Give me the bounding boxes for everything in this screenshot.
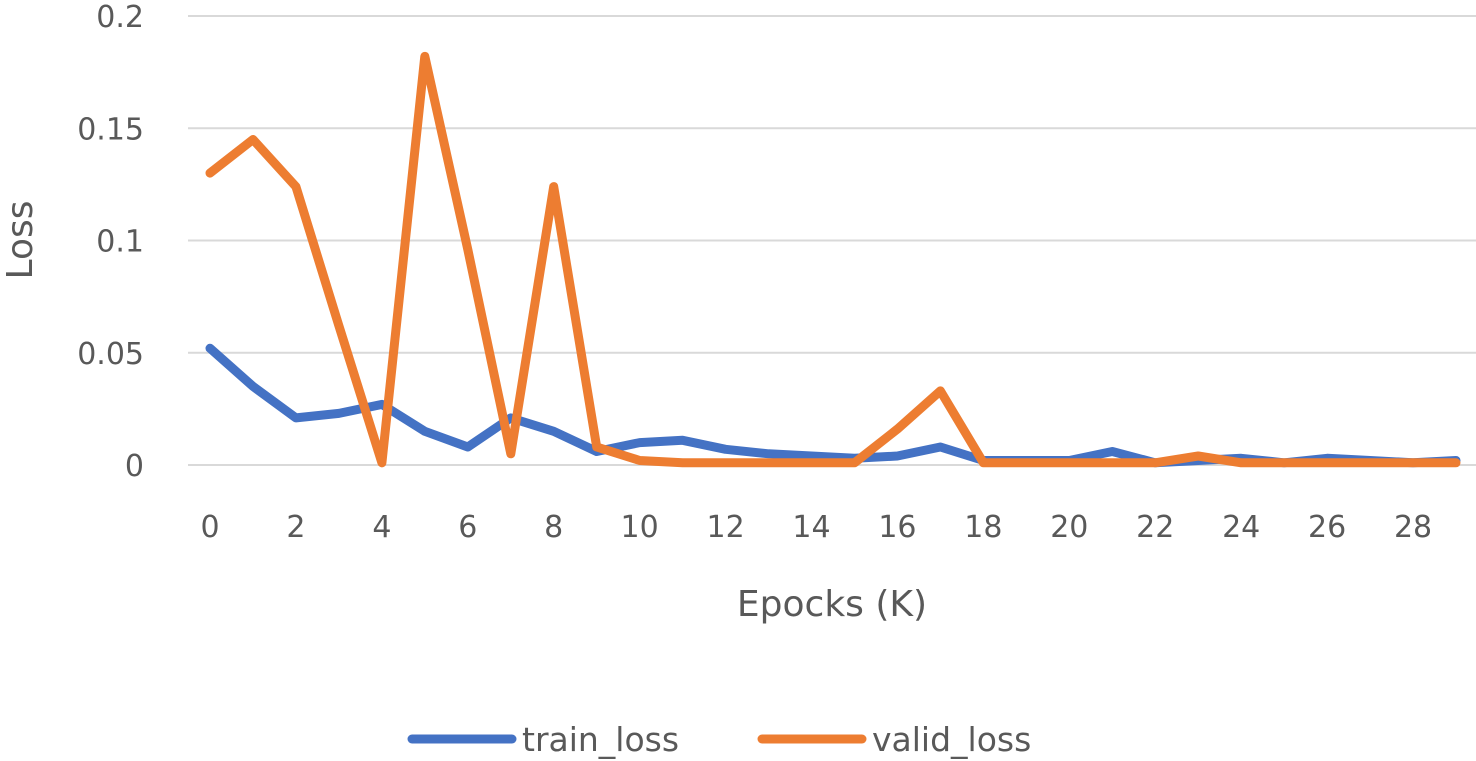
legend: train_loss valid_loss [407, 720, 1031, 759]
series-lines [205, 51, 1461, 468]
y-axis-title: Loss [0, 201, 41, 280]
series-line-valid-loss [205, 51, 1461, 468]
legend-label-valid-loss: valid_loss [872, 720, 1031, 759]
x-tick-label: 6 [458, 510, 477, 545]
x-tick-label: 28 [1394, 510, 1432, 545]
x-tick-label: 2 [286, 510, 305, 545]
x-tick-label: 4 [372, 510, 391, 545]
x-tick-labels: 0 2 4 6 8 10 12 14 16 18 20 22 24 26 28 [200, 510, 1432, 545]
y-tick-label: 0 [125, 449, 144, 484]
x-tick-label: 24 [1222, 510, 1260, 545]
x-tick-label: 18 [964, 510, 1002, 545]
x-tick-label: 10 [621, 510, 659, 545]
x-tick-label: 16 [878, 510, 916, 545]
y-tick-label: 0.15 [77, 112, 144, 147]
x-tick-label: 20 [1050, 510, 1088, 545]
y-tick-label: 0.1 [96, 225, 144, 260]
x-tick-label: 14 [792, 510, 830, 545]
x-tick-label: 8 [544, 510, 563, 545]
y-gridlines [188, 15, 1476, 466]
x-tick-label: 26 [1308, 510, 1346, 545]
y-tick-labels: 0 0.05 0.1 0.15 0.2 [77, 0, 144, 484]
y-tick-label: 0.2 [96, 0, 144, 35]
x-tick-label: 12 [706, 510, 744, 545]
x-tick-label: 0 [200, 510, 219, 545]
series-line-train-loss [205, 343, 1461, 468]
y-tick-label: 0.05 [77, 337, 144, 372]
x-tick-label: 22 [1136, 510, 1174, 545]
legend-label-train-loss: train_loss [522, 720, 679, 759]
x-axis-title: Epocks (K) [737, 584, 927, 625]
